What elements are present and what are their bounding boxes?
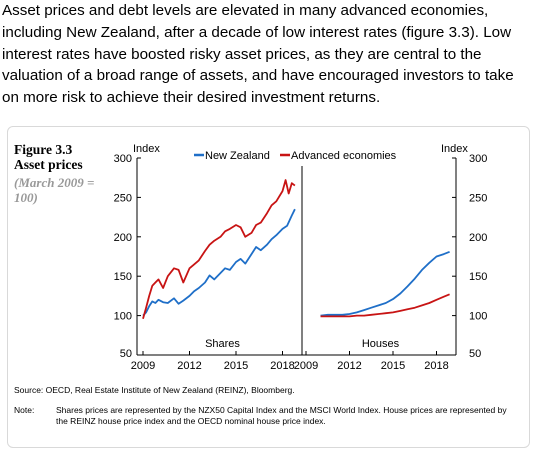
series-line-houses-new-zealand [320,250,450,317]
y-tick-label-right: 200 [469,232,487,244]
x-tick-label: 2012 [337,360,361,372]
series-line-houses-advanced-economies [320,293,450,318]
y-tick-label-left: 250 [114,192,132,204]
panel-label: Houses [362,338,400,350]
x-tick-label: 2018 [270,360,294,372]
x-tick-label: 2009 [294,360,318,372]
y-tick-label-left: 200 [114,232,132,244]
y-tick-label-right: 250 [469,192,487,204]
figure-note-label: Note: [14,405,35,415]
intro-paragraph: Asset prices and debt levels are elevate… [2,2,514,107]
y-axis-title-left: Index [133,143,160,155]
figure-title: Asset prices [14,157,83,172]
y-tick-label-left: 150 [114,271,132,283]
figure-subtitle: (March 2009 = 100) [14,175,95,205]
y-tick-label-left: 100 [114,311,132,323]
y-tick-label-right: 50 [469,348,481,360]
series-line-shares-advanced-economies [142,179,296,320]
x-tick-label: 2018 [424,360,448,372]
panel-label: Shares [205,338,240,350]
series-line-shares-new-zealand [142,208,296,317]
figure-heading: Figure 3.3 Asset prices [14,142,100,172]
y-tick-label-right: 300 [469,153,487,165]
figure-number: Figure 3.3 [14,142,73,157]
figure-panel [7,126,530,448]
y-tick-label-right: 100 [469,311,487,323]
legend-label: New Zealand [205,150,270,162]
x-tick-label: 2009 [131,360,155,372]
y-tick-label-left: 300 [114,153,132,165]
figure-note-text: Shares prices are represented by the NZX… [56,405,507,426]
x-tick-label: 2015 [381,360,405,372]
figure-source: Source: OECD, Real Estate Institute of N… [14,385,295,395]
y-tick-label-right: 150 [469,271,487,283]
x-tick-label: 2015 [224,360,248,372]
y-tick-label-left: 50 [120,348,132,360]
x-tick-label: 2012 [177,360,201,372]
y-axis-title-right: Index [441,143,468,155]
legend-label: Advanced economies [291,150,397,162]
